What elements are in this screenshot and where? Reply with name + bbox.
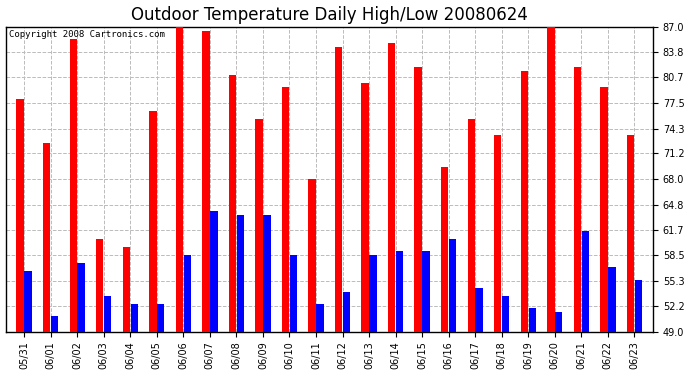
Bar xyxy=(255,119,263,332)
Bar xyxy=(441,167,449,332)
Bar xyxy=(184,255,191,332)
Bar xyxy=(176,22,183,332)
Bar xyxy=(308,179,316,332)
Bar xyxy=(263,215,270,332)
Bar xyxy=(316,304,324,332)
Bar xyxy=(290,255,297,332)
Bar xyxy=(202,30,210,332)
Bar xyxy=(635,279,642,332)
Bar xyxy=(17,99,24,332)
Bar xyxy=(130,304,138,332)
Bar xyxy=(600,87,608,332)
Bar xyxy=(43,143,50,332)
Bar xyxy=(502,296,509,332)
Bar xyxy=(415,67,422,332)
Text: Copyright 2008 Cartronics.com: Copyright 2008 Cartronics.com xyxy=(9,30,165,39)
Bar xyxy=(228,75,236,332)
Bar xyxy=(547,27,555,332)
Bar xyxy=(77,264,85,332)
Bar xyxy=(362,83,368,332)
Bar xyxy=(157,304,164,332)
Bar xyxy=(449,239,456,332)
Bar xyxy=(475,288,483,332)
Bar xyxy=(494,135,502,332)
Bar xyxy=(51,316,59,332)
Bar xyxy=(529,308,536,332)
Bar xyxy=(627,135,634,332)
Bar xyxy=(608,267,615,332)
Bar xyxy=(237,215,244,332)
Bar xyxy=(422,251,430,332)
Bar xyxy=(282,87,289,332)
Bar xyxy=(369,255,377,332)
Bar xyxy=(520,70,528,332)
Bar xyxy=(123,248,130,332)
Bar xyxy=(96,239,104,332)
Bar xyxy=(396,251,403,332)
Bar xyxy=(70,39,77,332)
Bar xyxy=(335,46,342,332)
Bar xyxy=(24,272,32,332)
Bar xyxy=(343,291,351,332)
Bar xyxy=(149,111,157,332)
Bar xyxy=(388,43,395,332)
Bar xyxy=(582,231,589,332)
Bar xyxy=(573,67,581,332)
Bar xyxy=(104,296,111,332)
Bar xyxy=(468,119,475,332)
Bar xyxy=(555,312,562,332)
Bar xyxy=(210,211,217,332)
Title: Outdoor Temperature Daily High/Low 20080624: Outdoor Temperature Daily High/Low 20080… xyxy=(131,6,528,24)
